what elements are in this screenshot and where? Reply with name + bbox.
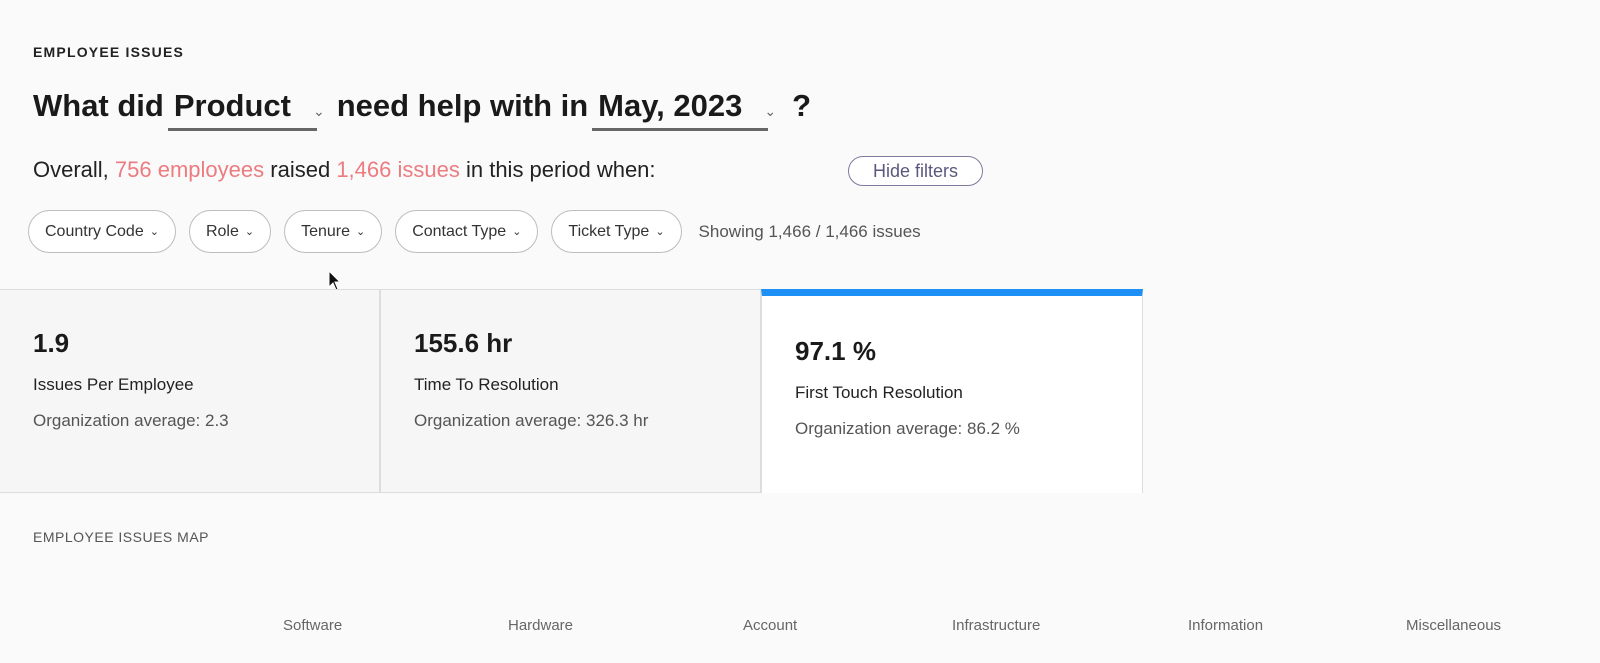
chevron-down-icon: ⌄ xyxy=(512,226,522,238)
metric-label: Issues Per Employee xyxy=(33,375,194,394)
metric-label: Time To Resolution xyxy=(414,375,559,394)
summary-suffix: in this period when: xyxy=(465,157,656,182)
chevron-down-icon: ⌄ xyxy=(244,226,255,238)
map-section-title: EMPLOYEE ISSUES MAP xyxy=(33,529,209,545)
chevron-down-icon: ⌄ xyxy=(655,226,665,238)
metric-card-first-touch-resolution[interactable]: 97.1 % First Touch Resolution Organizati… xyxy=(761,289,1143,493)
map-category-miscellaneous: Miscellaneous xyxy=(1406,617,1502,634)
chevron-down-icon: ⌄ xyxy=(764,103,777,119)
showing-count: Showing 1,466 / 1,466 issues xyxy=(698,221,921,241)
filter-role[interactable]: Role ⌄ xyxy=(188,210,272,253)
metric-average: Organization average: 86.2 % xyxy=(795,419,1020,438)
question-middle: need help with in xyxy=(336,88,589,123)
period-value: May, 2023 xyxy=(598,88,743,123)
filter-label: Tenure xyxy=(301,222,350,240)
map-category-account: Account xyxy=(743,617,798,634)
department-value: Product xyxy=(173,88,291,123)
period-dropdown[interactable]: May, 2023 ⌄ xyxy=(592,88,776,131)
summary-middle: raised xyxy=(270,157,331,182)
filter-bar: Country Code ⌄ Role ⌄ Tenure ⌄ Contact Type… xyxy=(28,210,921,253)
hide-filters-button[interactable]: Hide filters xyxy=(848,156,983,186)
metric-label: First Touch Resolution xyxy=(795,383,963,402)
employee-count: 756 employees xyxy=(114,157,265,182)
filter-ticket-type[interactable]: Ticket Type ⌄ xyxy=(551,210,682,253)
department-dropdown[interactable]: Product ⌄ xyxy=(167,88,325,131)
filter-country-code[interactable]: Country Code ⌄ xyxy=(28,210,176,253)
chevron-down-icon: ⌄ xyxy=(355,226,366,238)
metric-average: Organization average: 326.3 hr xyxy=(414,411,649,430)
metric-value: 155.6 hr xyxy=(414,328,513,358)
metric-average: Organization average: 2.3 xyxy=(33,411,229,430)
question-suffix: ? xyxy=(792,88,812,123)
map-category-information: Information xyxy=(1188,617,1264,634)
filter-label: Contact Type xyxy=(412,222,507,240)
metric-value: 97.1 % xyxy=(795,336,876,366)
issue-count: 1,466 issues xyxy=(336,157,460,182)
filter-label: Country Code xyxy=(45,222,144,240)
filter-label: Ticket Type xyxy=(568,222,650,240)
filter-contact-type[interactable]: Contact Type ⌄ xyxy=(395,210,539,253)
map-category-software: Software xyxy=(283,617,343,634)
question-heading: What did Product ⌄ need help with in May,… xyxy=(33,88,811,131)
filter-label: Role xyxy=(205,222,239,240)
map-category-hardware: Hardware xyxy=(508,617,574,634)
metric-value: 1.9 xyxy=(33,328,70,358)
chevron-down-icon: ⌄ xyxy=(149,226,159,238)
summary-prefix: Overall, xyxy=(33,157,109,182)
summary-text: Overall, 756 employees raised 1,466 issu… xyxy=(33,157,656,183)
section-title: EMPLOYEE ISSUES xyxy=(33,44,185,60)
filter-tenure[interactable]: Tenure ⌄ xyxy=(284,210,383,253)
metric-card-issues-per-employee[interactable]: 1.9 Issues Per Employee Organization ave… xyxy=(0,289,380,493)
question-prefix: What did xyxy=(33,88,164,123)
map-category-infrastructure: Infrastructure xyxy=(952,617,1041,634)
chevron-down-icon: ⌄ xyxy=(312,103,325,119)
metric-card-time-to-resolution[interactable]: 155.6 hr Time To Resolution Organization… xyxy=(380,289,761,493)
